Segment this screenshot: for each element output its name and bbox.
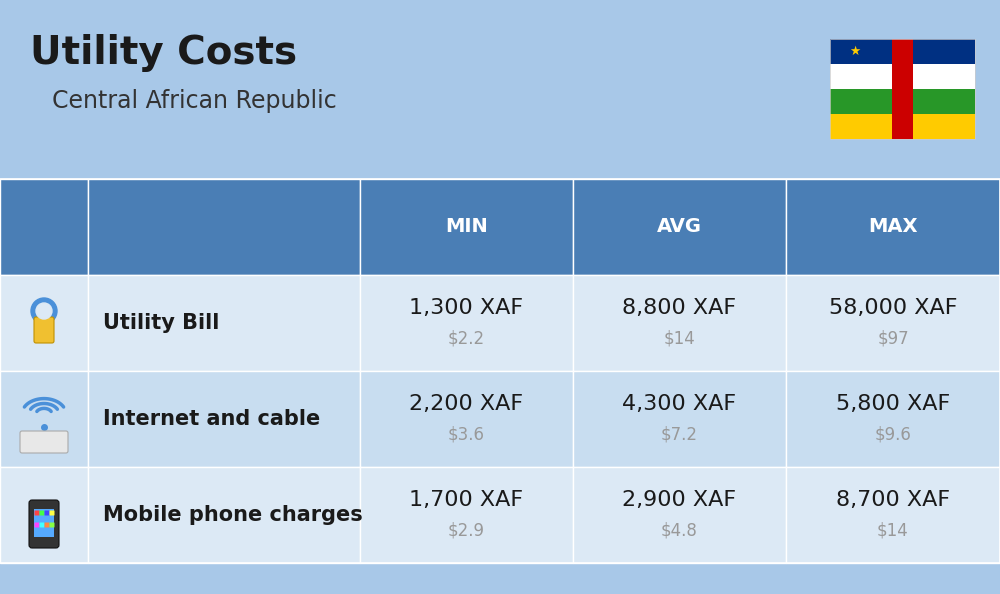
FancyBboxPatch shape [573, 371, 786, 467]
FancyBboxPatch shape [830, 114, 975, 139]
FancyBboxPatch shape [360, 467, 573, 563]
FancyBboxPatch shape [88, 371, 360, 467]
Text: 5,800 XAF: 5,800 XAF [836, 394, 950, 414]
Text: Internet and cable: Internet and cable [103, 409, 320, 429]
FancyBboxPatch shape [0, 275, 88, 371]
Circle shape [36, 303, 52, 319]
FancyBboxPatch shape [20, 431, 68, 453]
Text: 4,300 XAF: 4,300 XAF [622, 394, 737, 414]
FancyBboxPatch shape [88, 467, 360, 563]
FancyBboxPatch shape [34, 523, 39, 527]
Text: $3.6: $3.6 [448, 426, 485, 444]
Text: 58,000 XAF: 58,000 XAF [829, 298, 957, 318]
FancyBboxPatch shape [39, 510, 44, 516]
FancyBboxPatch shape [34, 510, 39, 516]
Text: 2,900 XAF: 2,900 XAF [622, 490, 737, 510]
FancyBboxPatch shape [50, 523, 55, 527]
Text: 8,700 XAF: 8,700 XAF [836, 490, 950, 510]
FancyBboxPatch shape [44, 523, 49, 527]
FancyBboxPatch shape [88, 179, 360, 275]
Text: ★: ★ [849, 45, 860, 58]
FancyBboxPatch shape [786, 371, 1000, 467]
FancyBboxPatch shape [50, 510, 55, 516]
FancyBboxPatch shape [0, 179, 88, 275]
FancyBboxPatch shape [892, 39, 913, 139]
Text: 2,200 XAF: 2,200 XAF [409, 394, 524, 414]
Text: MAX: MAX [868, 217, 918, 236]
Text: 8,800 XAF: 8,800 XAF [622, 298, 737, 318]
Text: Mobile phone charges: Mobile phone charges [103, 505, 363, 525]
FancyBboxPatch shape [29, 500, 59, 548]
FancyBboxPatch shape [360, 371, 573, 467]
FancyBboxPatch shape [34, 509, 54, 537]
Text: MIN: MIN [445, 217, 488, 236]
Circle shape [31, 298, 57, 324]
FancyBboxPatch shape [360, 275, 573, 371]
Text: $2.2: $2.2 [448, 330, 485, 348]
FancyBboxPatch shape [830, 39, 975, 64]
Text: Utility Bill: Utility Bill [103, 313, 219, 333]
Text: $4.8: $4.8 [661, 522, 698, 540]
FancyBboxPatch shape [0, 467, 88, 563]
FancyBboxPatch shape [830, 64, 975, 89]
Text: $14: $14 [664, 330, 695, 348]
FancyBboxPatch shape [573, 467, 786, 563]
FancyBboxPatch shape [573, 275, 786, 371]
Text: 1,700 XAF: 1,700 XAF [409, 490, 524, 510]
FancyBboxPatch shape [44, 510, 49, 516]
FancyBboxPatch shape [34, 317, 54, 343]
Text: Central African Republic: Central African Republic [52, 89, 337, 113]
FancyBboxPatch shape [786, 275, 1000, 371]
FancyBboxPatch shape [786, 179, 1000, 275]
Text: 1,300 XAF: 1,300 XAF [409, 298, 524, 318]
Text: $97: $97 [877, 330, 909, 348]
FancyBboxPatch shape [88, 275, 360, 371]
FancyBboxPatch shape [0, 371, 88, 467]
Text: Utility Costs: Utility Costs [30, 34, 297, 72]
FancyBboxPatch shape [786, 467, 1000, 563]
FancyBboxPatch shape [39, 523, 44, 527]
FancyBboxPatch shape [360, 179, 573, 275]
Text: $14: $14 [877, 522, 909, 540]
Text: $9.6: $9.6 [875, 426, 911, 444]
FancyBboxPatch shape [573, 179, 786, 275]
Text: $2.9: $2.9 [448, 522, 485, 540]
Text: $7.2: $7.2 [661, 426, 698, 444]
FancyBboxPatch shape [830, 89, 975, 114]
Text: AVG: AVG [657, 217, 702, 236]
